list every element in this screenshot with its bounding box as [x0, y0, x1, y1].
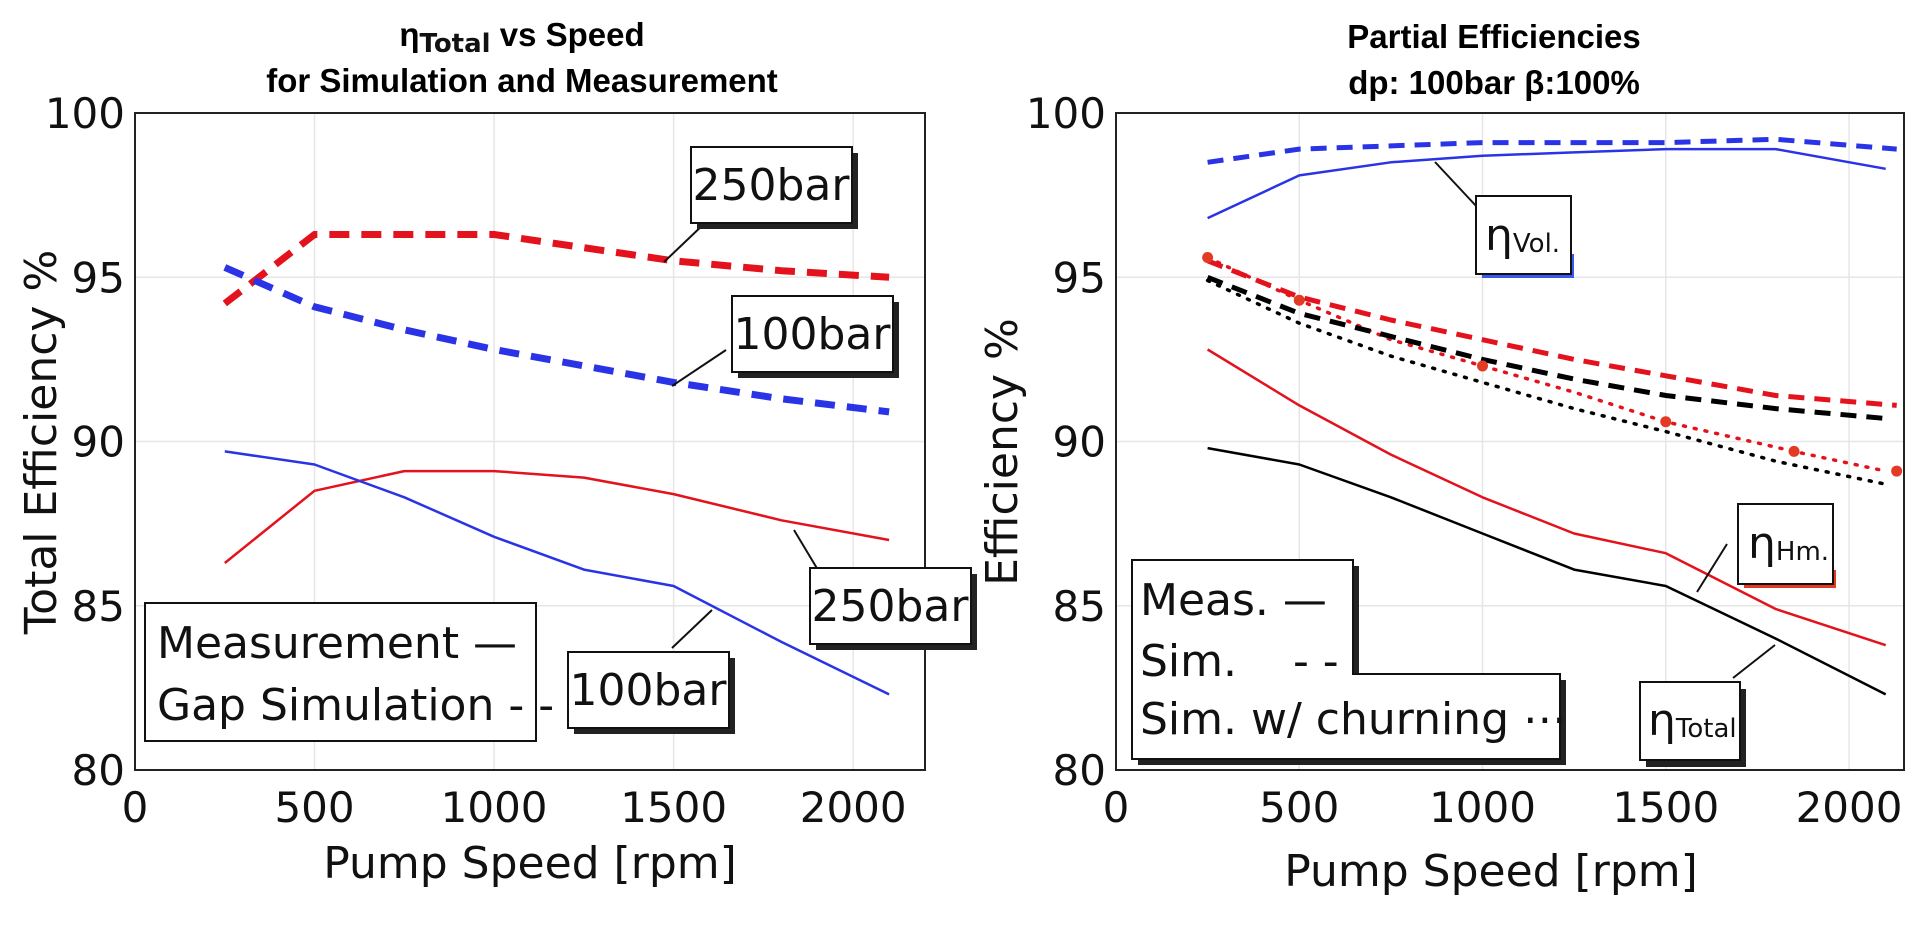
x-tick-label: 2000 — [1796, 783, 1903, 832]
right-total-sub: Total — [1675, 714, 1737, 744]
right-series — [1202, 136, 1903, 696]
x-tick-label: 0 — [122, 783, 149, 832]
x-tick-label: 1000 — [1429, 783, 1536, 832]
y-tick-label: 95 — [72, 253, 125, 302]
left-title-rest: vs Speed — [491, 16, 645, 53]
series-marker — [1891, 465, 1903, 477]
left-title-line2: for Simulation and Measurement — [266, 62, 778, 99]
right-legend — [1131, 559, 1561, 760]
right-ticks: 0 500 1000 1500 2000 80 85 90 95 100 — [1026, 89, 1903, 832]
left-series — [222, 231, 890, 696]
right-vol-box — [1475, 195, 1572, 275]
left-annot-100-sim: 100bar — [734, 309, 892, 360]
right-chart: Partial Efficiencies dp: 100bar β:100% 0… — [977, 18, 1905, 897]
right-legend-sim: Sim. - - — [1140, 636, 1339, 687]
left-legend-measurement: Measurement — — [157, 618, 517, 669]
left-ylabel: Total Efficiency % — [16, 250, 67, 635]
left-title-sub: Total — [420, 29, 491, 59]
right-leader-hm — [1696, 543, 1728, 593]
right-total-box — [1639, 681, 1741, 761]
right-leader-vol — [1434, 161, 1479, 209]
left-legend-gap-simulation: Gap Simulation - - — [157, 680, 554, 731]
x-tick-label: 1000 — [441, 783, 548, 832]
left-title-eta: η — [399, 16, 419, 53]
series-marker — [1293, 294, 1305, 306]
series-line — [1206, 258, 1897, 408]
right-hm-box — [1737, 503, 1834, 585]
left-annot-100-meas: 100bar — [570, 665, 728, 716]
left-xlabel: Pump Speed [rpm] — [323, 838, 737, 889]
x-tick-label: 1500 — [620, 783, 727, 832]
right-plot-frame — [1115, 112, 1905, 771]
left-annot-box-250-meas — [809, 567, 972, 645]
right-xlabel: Pump Speed [rpm] — [1284, 846, 1698, 897]
y-tick-label: 85 — [1053, 582, 1106, 631]
right-vol-label: ηVol. — [1485, 210, 1560, 261]
left-legend — [144, 602, 537, 742]
right-legend-sim-churning: Sim. w/ churning ⋯ — [1140, 694, 1567, 745]
left-leader-100-sim — [671, 349, 727, 387]
series-line — [1207, 147, 1886, 220]
series-line — [1207, 446, 1887, 696]
series-marker — [1202, 252, 1214, 264]
left-leader-100-meas — [671, 609, 713, 649]
left-plot-frame — [134, 112, 926, 771]
right-title-line1: Partial Efficiencies — [1347, 18, 1640, 55]
series-line — [1207, 136, 1897, 165]
right-vol-sub: Vol. — [1513, 229, 1560, 259]
series-line — [1206, 274, 1886, 421]
left-chart: ηTotal vs Speed for Simulation and Measu… — [16, 16, 977, 889]
x-tick-label: 2000 — [800, 783, 907, 832]
y-tick-label: 80 — [72, 746, 125, 795]
series-marker — [1660, 416, 1672, 428]
x-tick-label: 500 — [274, 783, 354, 832]
right-hm-sub: Hm. — [1776, 537, 1829, 567]
y-tick-label: 100 — [1026, 89, 1106, 138]
series-line — [224, 450, 890, 696]
series-line — [224, 469, 890, 564]
series-line — [223, 264, 890, 416]
right-total-label: ηTotal — [1648, 695, 1737, 746]
right-hm-eta: η — [1748, 518, 1776, 569]
y-tick-label: 85 — [72, 582, 125, 631]
series-line — [1206, 348, 1887, 647]
right-legend-meas: Meas. — — [1140, 575, 1327, 626]
series-line — [222, 231, 890, 307]
left-title-line1: ηTotal vs Speed — [399, 16, 644, 59]
series-marker — [1477, 360, 1489, 372]
left-annot-box-250-sim — [690, 146, 853, 224]
left-annot-250-sim: 250bar — [693, 160, 851, 211]
y-tick-label: 95 — [1053, 253, 1106, 302]
right-ylabel: Efficiency % — [977, 318, 1028, 586]
series-line — [1205, 255, 1888, 473]
series-marker — [1788, 445, 1800, 457]
right-leader-total — [1732, 644, 1776, 679]
right-vol-eta: η — [1485, 210, 1513, 261]
x-tick-label: 0 — [1103, 783, 1130, 832]
right-title-line2: dp: 100bar β:100% — [1348, 64, 1640, 101]
y-tick-label: 90 — [72, 418, 125, 467]
y-tick-label: 80 — [1053, 746, 1106, 795]
left-annot-250-meas: 250bar — [812, 581, 970, 632]
x-tick-label: 1500 — [1612, 783, 1719, 832]
left-annot-box-100-meas — [567, 651, 730, 729]
y-tick-label: 90 — [1053, 418, 1106, 467]
series-line — [1205, 278, 1888, 486]
x-tick-label: 500 — [1259, 783, 1339, 832]
left-ticks: 0 500 1000 1500 2000 80 85 90 95 100 — [45, 89, 907, 832]
y-tick-label: 100 — [45, 89, 125, 138]
left-leader-250-meas — [793, 529, 819, 571]
right-total-eta: η — [1648, 695, 1676, 746]
left-annot-box-100-sim — [731, 295, 894, 373]
right-hm-label: ηHm. — [1748, 518, 1829, 569]
